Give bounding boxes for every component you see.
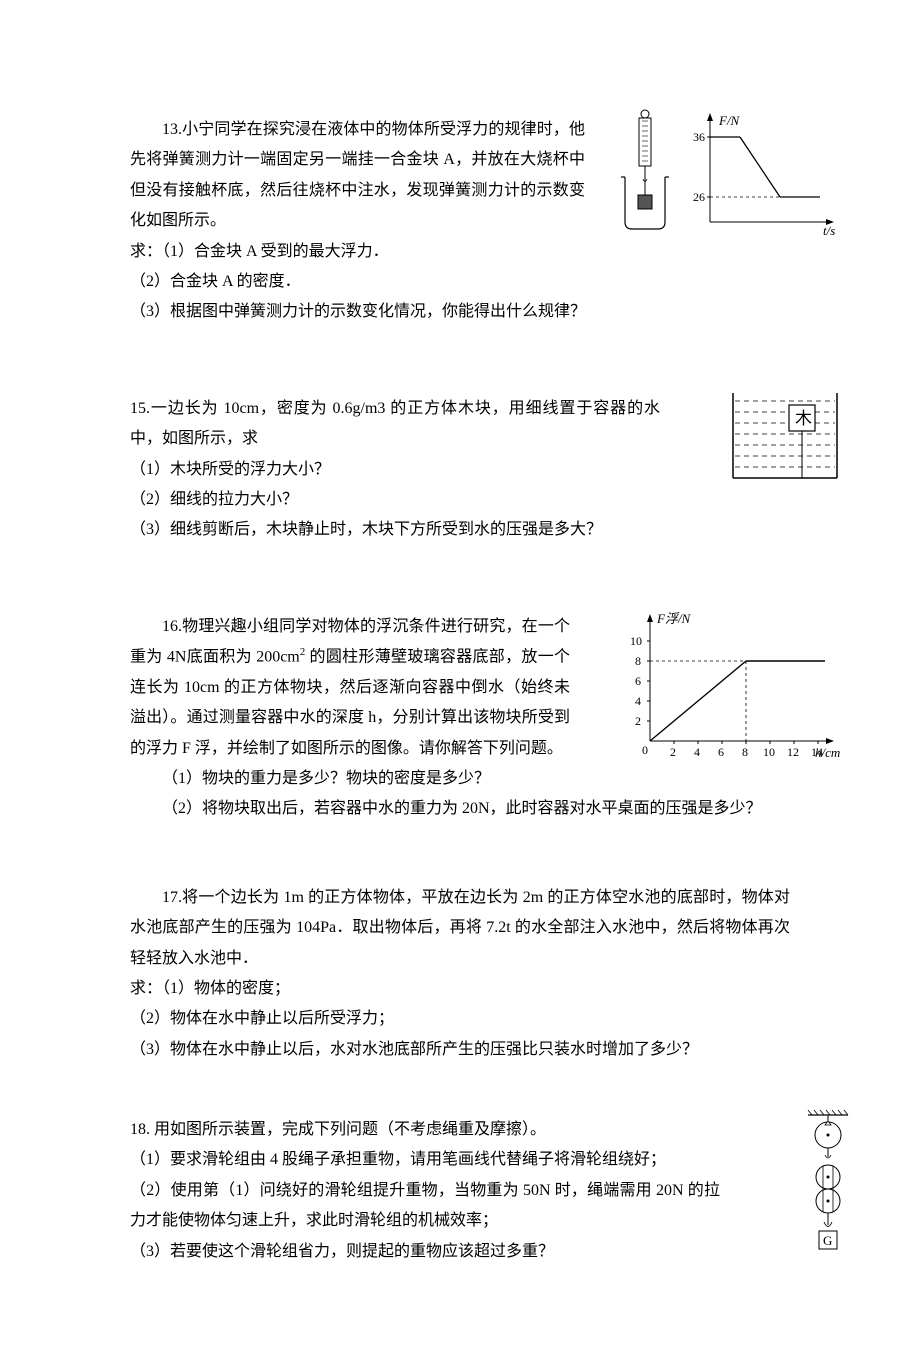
svg-text:6: 6 [718, 745, 724, 759]
problem-16: 0 2 4 6 8 10 2 4 6 8 10 12 14 [130, 612, 790, 825]
p17-q3: （3）物体在水中静止以后，水对水池底部所产生的压强比只装水时增加了多少？ [130, 1035, 790, 1065]
figure-16: 0 2 4 6 8 10 2 4 6 8 10 12 14 [620, 606, 845, 772]
problem-18: G 18. 用如图所示装置，完成下列问题（不考虑绳重及摩擦）。 （1）要求滑轮组… [130, 1115, 790, 1267]
spring-beaker-diagram [615, 107, 675, 242]
p15-q3: （3）细线剪断后，木块静止时，木块下方所受到水的压强是多大？ [130, 515, 660, 545]
p13-q3: （3）根据图中弹簧测力计的示数变化情况，你能得出什么规律？ [130, 297, 790, 327]
p18-intro: 18. 用如图所示装置，完成下列问题（不考虑绳重及摩擦）。 [130, 1115, 720, 1145]
ytick-36: 36 [693, 130, 705, 144]
p18-q2: （2）使用第（1）问绕好的滑轮组提升重物，当物重为 50N 时，绳端需用 20N… [130, 1176, 720, 1237]
svg-text:2: 2 [670, 745, 676, 759]
p17-intro: 17.将一个边长为 1m 的正方体物体，平放在边长为 2m 的正方体空水池的底部… [130, 883, 790, 974]
p17-q0: 求：（1）物体的密度； [130, 974, 790, 1004]
p18-q1: （1）要求滑轮组由 4 股绳子承担重物，请用笔画线代替绳子将滑轮组绕好； [130, 1145, 720, 1175]
force-time-graph: 36 26 F/N t/s [685, 107, 845, 242]
wood-label: 木 [795, 409, 812, 428]
p13-q2: （2）合金块 A 的密度． [130, 267, 585, 297]
p13-q0: 求：（1）合金块 A 受到的最大浮力． [130, 237, 585, 267]
svg-text:8: 8 [742, 745, 748, 759]
svg-text:4: 4 [635, 694, 641, 708]
x-axis-label-16: h/cm [815, 745, 840, 760]
wood-block-container: 木 [725, 388, 845, 483]
figure-13: 36 26 F/N t/s [615, 107, 845, 242]
p17-q2: （2）物体在水中静止以后所受浮力； [130, 1004, 790, 1034]
buoyancy-depth-graph: 0 2 4 6 8 10 2 4 6 8 10 12 14 [620, 606, 845, 761]
svg-text:10: 10 [763, 745, 775, 759]
svg-text:4: 4 [694, 745, 700, 759]
p15-intro: 15.一边长为 10cm，密度为 0.6g/m3 的正方体木块，用细线置于容器的… [130, 394, 660, 455]
svg-text:2: 2 [635, 714, 641, 728]
y-axis-label-16: F浮/N [656, 611, 692, 626]
svg-text:6: 6 [635, 674, 641, 688]
p16-intro: 16.物理兴趣小组同学对物体的浮沉条件进行研究，在一个重为 4N底面积为 200… [130, 612, 570, 764]
svg-text:10: 10 [630, 634, 642, 648]
p15-q1: （1）木块所受的浮力大小？ [130, 455, 660, 485]
ytick-26: 26 [693, 190, 705, 204]
p16-q2: （2）将物块取出后，若容器中水的重力为 20N，此时容器对水平桌面的压强是多少？ [130, 794, 790, 824]
figure-15: 木 [725, 388, 845, 494]
p13-intro: 13.小宁同学在探究浸在液体中的物体所受浮力的规律时，他先将弹簧测力计一端固定另… [130, 115, 585, 237]
svg-text:12: 12 [787, 745, 799, 759]
p15-q2: （2）细线的拉力大小？ [130, 485, 660, 515]
weight-label: G [823, 1233, 832, 1248]
problem-13: 36 26 F/N t/s 13.小宁同学在探究浸在液体中的物体所受浮力的规律时… [130, 115, 790, 328]
pulley-system: G [806, 1107, 850, 1267]
svg-text:8: 8 [635, 654, 641, 668]
y-axis-label: F/N [718, 113, 741, 128]
problem-15: 木 15.一边长为 10cm，密度为 0.6g/m3 的正方体木块，用细线置于容… [130, 394, 790, 546]
figure-18: G [806, 1107, 850, 1278]
origin-label: 0 [642, 743, 648, 757]
x-axis-label: t/s [823, 223, 835, 238]
p18-q3: （3）若要使这个滑轮组省力，则提起的重物应该超过多重？ [130, 1237, 720, 1267]
problem-17: 17.将一个边长为 1m 的正方体物体，平放在边长为 2m 的正方体空水池的底部… [130, 883, 790, 1065]
